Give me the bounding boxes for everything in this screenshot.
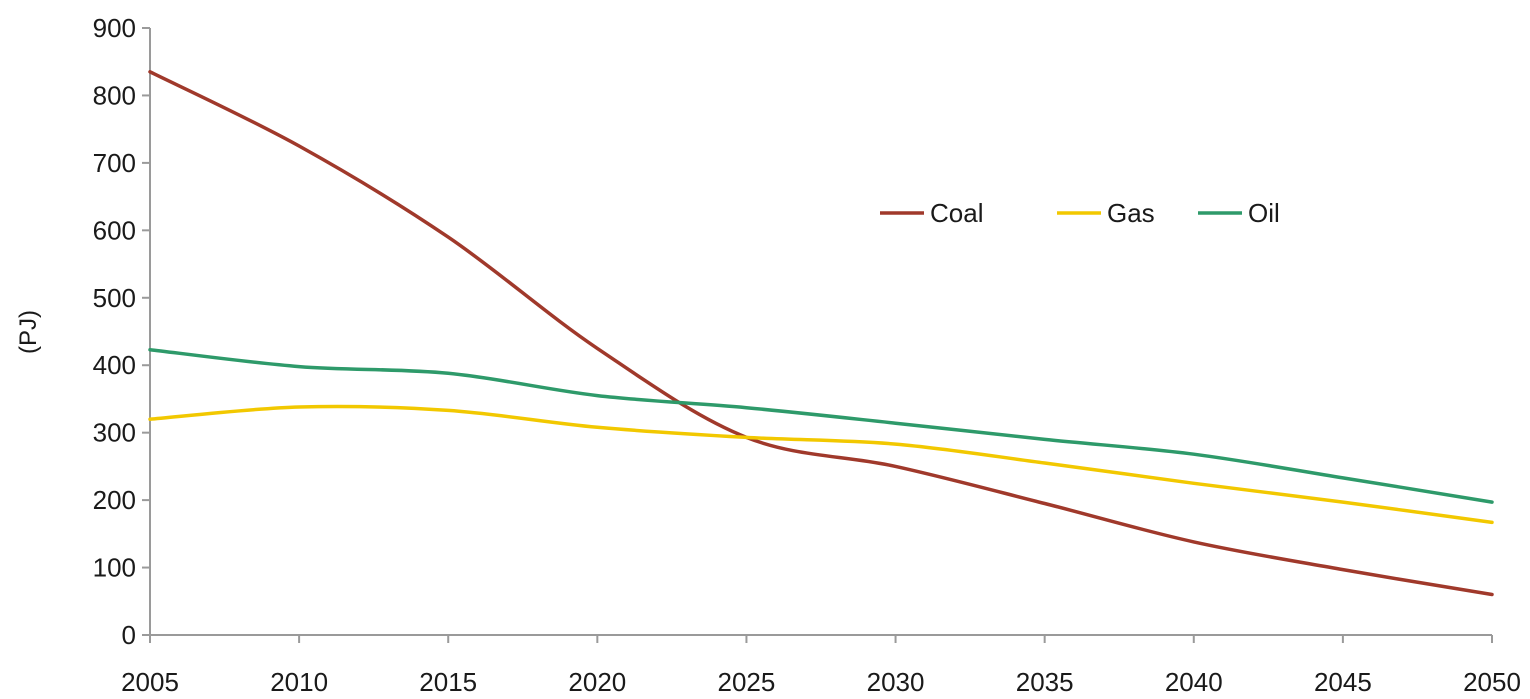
series-line-oil (148, 347, 1494, 504)
legend-label-oil: Oil (1248, 198, 1280, 228)
y-tick-label: 300 (93, 418, 136, 448)
y-tick-label: 800 (93, 80, 136, 110)
y-axis-title: (PJ) (15, 310, 42, 354)
series-line-gas (148, 404, 1494, 525)
axes: 0 100 200 300 400 500 600 700 800 900 2005 2010 2015… (93, 13, 1521, 697)
series-lines (148, 70, 1494, 597)
x-tick-label: 2010 (270, 667, 328, 697)
legend: Coal Gas Oil (880, 198, 1280, 228)
x-tick-label: 2040 (1165, 667, 1223, 697)
x-tick-label: 2045 (1314, 667, 1372, 697)
x-tick-label: 2005 (121, 667, 179, 697)
y-tick-label: 400 (93, 350, 136, 380)
legend-label-gas: Gas (1107, 198, 1155, 228)
x-tick-label: 2025 (718, 667, 776, 697)
x-tick-label: 2050 (1463, 667, 1521, 697)
x-tick-label: 2015 (419, 667, 477, 697)
y-tick-label: 0 (122, 620, 136, 650)
y-tick-label: 900 (93, 13, 136, 43)
x-tick-label: 2030 (867, 667, 925, 697)
y-tick-label: 100 (93, 553, 136, 583)
series-line-coal (148, 70, 1494, 597)
y-tick-label: 700 (93, 148, 136, 178)
x-tick-label: 2020 (568, 667, 626, 697)
y-tick-label: 200 (93, 485, 136, 515)
y-tick-label: 600 (93, 215, 136, 245)
x-tick-label: 2035 (1016, 667, 1074, 697)
legend-label-coal: Coal (930, 198, 983, 228)
y-tick-label: 500 (93, 283, 136, 313)
